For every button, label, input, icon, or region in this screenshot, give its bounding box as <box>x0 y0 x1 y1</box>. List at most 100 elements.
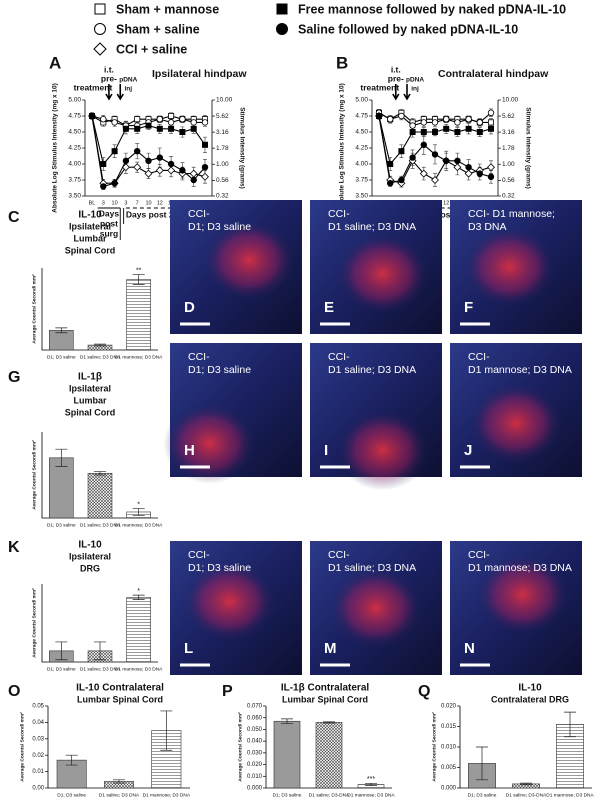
marker <box>431 119 439 126</box>
y-tick-label: 0.040 <box>247 739 263 745</box>
y2-tick-label: 5.62 <box>502 113 515 120</box>
marker <box>420 128 427 135</box>
arrow <box>105 84 113 101</box>
micrograph-letter: D <box>184 299 195 316</box>
legend-marker <box>276 3 288 15</box>
micrograph-letter: F <box>464 299 473 316</box>
y-axis-label: Average Counts/ Second/ mm² <box>31 440 37 510</box>
y2-tick-label: 0.56 <box>216 177 229 184</box>
x-tick-label: D1; D3 saline <box>47 354 76 360</box>
marker <box>167 166 176 175</box>
x-tick-label: D1 mannose; D3 DNA <box>347 792 395 798</box>
y2-tick-label: 10.00 <box>216 97 233 104</box>
legend-entry: CCI + saline <box>93 42 187 56</box>
y-tick-label: 3.50 <box>68 193 81 200</box>
marker <box>409 154 416 161</box>
arrow <box>403 84 411 101</box>
y-tick-label: 0.060 <box>247 715 263 721</box>
stain <box>183 561 276 642</box>
marker <box>179 167 186 174</box>
y2-tick-label: 1.78 <box>216 145 229 152</box>
marker <box>156 154 163 161</box>
micrograph-caption: CCI- <box>188 208 210 220</box>
marker <box>201 172 209 181</box>
x-tick-label: 3 <box>124 200 127 206</box>
error-bar <box>55 327 68 334</box>
significance: * <box>137 501 140 508</box>
error-bar <box>132 594 145 600</box>
y2-tick-label: 0.56 <box>502 177 515 184</box>
arrow <box>392 84 400 101</box>
marker <box>487 125 494 132</box>
pretreatment-label: treatment <box>360 82 399 92</box>
micrograph-caption: D1 mannose; D3 DNA <box>468 364 572 376</box>
legend-entry: Sham + mannose <box>94 2 219 16</box>
marker <box>443 125 450 132</box>
marker <box>420 141 427 148</box>
marker <box>88 112 96 120</box>
y2-tick-label: 1.00 <box>502 161 515 168</box>
marker <box>465 115 472 123</box>
marker <box>454 128 461 135</box>
marker <box>201 141 208 148</box>
micrograph-letter: E <box>324 299 334 316</box>
x-tick-label: 12 <box>443 200 449 206</box>
marker <box>431 128 438 135</box>
error-bar <box>94 471 106 476</box>
chart-title: DRG <box>80 563 100 573</box>
subtitle: Contralateral hindpaw <box>438 68 549 80</box>
error-bar <box>132 274 145 285</box>
x-tick-label: 3 <box>102 200 105 206</box>
micrograph-letter: I <box>324 442 328 459</box>
error-bar <box>281 718 293 724</box>
chart-title: Spinal Cord <box>65 407 116 417</box>
stain <box>203 220 296 301</box>
marker <box>443 157 450 164</box>
micrograph-letter: J <box>464 442 472 459</box>
micrograph: CCI-D1; D3 saline H <box>163 343 302 484</box>
marker <box>201 119 209 126</box>
chart-title: Lumbar Spinal Cord <box>282 694 368 704</box>
micrograph: CCI- D1 mannose;D3 DNA F <box>450 200 582 334</box>
y-tick-label: 0.010 <box>247 774 263 780</box>
marker <box>398 148 405 155</box>
error-bar <box>160 710 173 751</box>
chart-title: Ipsilateral <box>69 551 111 561</box>
micrograph-letter: L <box>184 640 193 657</box>
bar <box>126 279 151 351</box>
y-tick-label: 0.05 <box>32 704 44 710</box>
pretreatment-label: i.t. <box>104 64 114 74</box>
marker <box>398 176 405 184</box>
micrograph-caption: CCI- D1 mannose; <box>468 208 555 220</box>
x-tick-label: BL <box>89 200 96 206</box>
y2-tick-label: 5.62 <box>216 113 229 120</box>
marker <box>387 160 394 167</box>
stain <box>163 403 256 484</box>
marker <box>476 170 483 177</box>
marker <box>201 163 209 171</box>
y-tick-label: 5.00 <box>355 97 368 104</box>
y-tick-label: 0.030 <box>247 750 263 756</box>
legend-marker <box>276 23 288 35</box>
marker <box>375 112 383 120</box>
bar <box>315 722 343 789</box>
micrograph-caption: D1 saline; D3 DNA <box>328 221 416 233</box>
y2-tick-label: 3.16 <box>502 129 515 136</box>
y-axis-label: Absolute Log Stimulus Intensity (mg x 10… <box>52 83 59 213</box>
y-tick-label: 0.000 <box>441 786 457 792</box>
marker <box>487 163 495 172</box>
y2-tick-label: 3.16 <box>216 129 229 136</box>
chart-title: Lumbar <box>73 395 107 405</box>
bar <box>49 457 74 519</box>
y2-tick-label: 1.78 <box>502 145 515 152</box>
legend-label: Sham + mannose <box>116 2 219 16</box>
y-axis-label: Average Counts/ Second/ mm² <box>31 274 37 344</box>
significance: ** <box>136 267 142 274</box>
significance: * <box>137 588 140 595</box>
y2-tick-label: 1.00 <box>216 161 229 168</box>
marker <box>179 128 186 135</box>
y-tick-label: 4.00 <box>355 161 368 168</box>
marker <box>100 115 107 123</box>
panel-label: P <box>222 683 233 700</box>
bar <box>273 720 301 789</box>
